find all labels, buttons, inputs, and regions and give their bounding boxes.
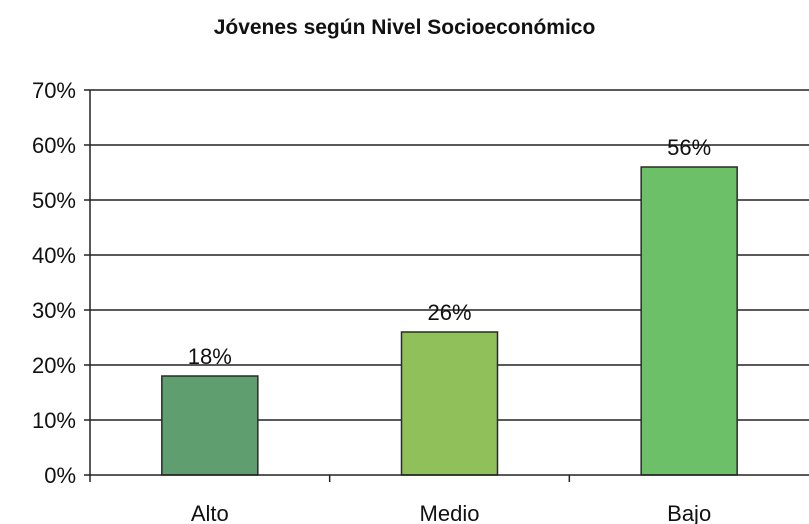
data-label: 18% <box>188 344 232 369</box>
y-tick-label: 0% <box>44 463 76 488</box>
x-category-label: Alto <box>191 501 229 524</box>
y-tick-label: 60% <box>32 133 76 158</box>
data-label: 56% <box>667 135 711 160</box>
x-category-label: Bajo <box>667 501 711 524</box>
chart-title: Jóvenes según Nivel Socioeconómico <box>213 16 596 39</box>
y-tick-label: 70% <box>32 78 76 103</box>
bar <box>161 375 259 476</box>
y-tick-label: 20% <box>32 353 76 378</box>
bar <box>400 331 499 476</box>
y-tick-label: 10% <box>32 408 76 433</box>
y-tick-label: 50% <box>32 188 76 213</box>
axes <box>84 89 809 482</box>
bars <box>161 166 738 476</box>
x-category-label: Medio <box>420 501 480 524</box>
labels: 0% 10% 20% 30% 40% 50% 60% 70% 18% Alto 26% Medio 56… <box>32 78 711 524</box>
data-label: 26% <box>427 300 471 325</box>
bar <box>640 166 738 476</box>
y-tick-label: 30% <box>32 298 76 323</box>
y-tick-label: 40% <box>32 243 76 268</box>
